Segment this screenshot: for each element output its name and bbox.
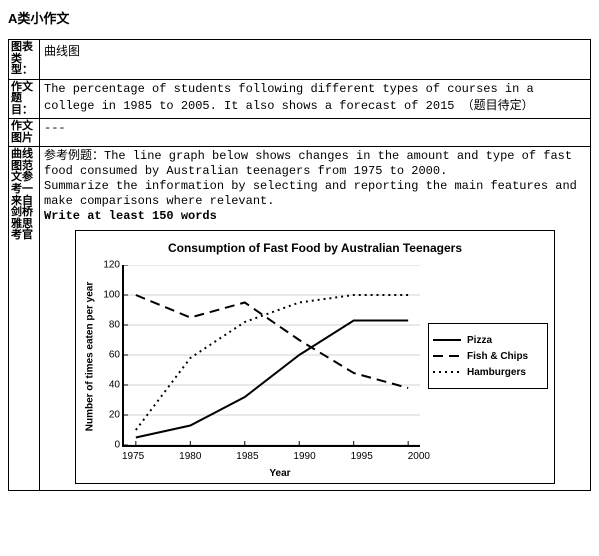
row-essay-title: 作文题目： The percentage of students followi… [9, 79, 591, 119]
row-example: 曲线图范文参考一来自剑桥雅思考官 参考例题：The line graph bel… [9, 147, 591, 491]
row-essay-image: 作文图片 --- [9, 119, 591, 147]
row1-label: 图表类型： [9, 40, 40, 80]
chart-title: Consumption of Fast Food by Australian T… [82, 241, 548, 255]
chart-yticks: 020406080100120 [98, 265, 122, 447]
row-chart-type: 图表类型： 曲线图 [9, 40, 591, 80]
chart-xlabel: Year [12, 468, 548, 479]
main-table: 图表类型： 曲线图 作文题目： The percentage of studen… [8, 39, 591, 491]
example-task: Summarize the information by selecting a… [44, 179, 577, 208]
row4-content: 参考例题：The line graph below shows changes … [40, 147, 591, 491]
legend-item: Fish & Chips [433, 350, 543, 362]
row3-label: 作文图片 [9, 119, 40, 147]
example-req: Write at least 150 words [44, 209, 217, 223]
row2-value: The percentage of students following dif… [40, 79, 591, 119]
example-intro: 参考例题：The line graph below shows changes … [44, 149, 572, 178]
chart-legend: Pizza Fish & Chips Hamburgers [428, 323, 548, 389]
chart-xticks: 197519801985199019952000 [122, 451, 430, 462]
legend-item: Hamburgers [433, 366, 543, 378]
legend-item: Pizza [433, 334, 543, 346]
chart-plot-area [122, 265, 420, 447]
row1-value: 曲线图 [40, 40, 591, 80]
chart-svg [124, 265, 420, 445]
row4-label: 曲线图范文参考一来自剑桥雅思考官 [9, 147, 40, 491]
chart-container: Consumption of Fast Food by Australian T… [75, 230, 555, 484]
row2-label: 作文题目： [9, 79, 40, 119]
chart-ylabel: Number of times eaten per year [82, 265, 98, 447]
page-title: A类小作文 [8, 8, 591, 27]
row3-value: --- [40, 119, 591, 147]
